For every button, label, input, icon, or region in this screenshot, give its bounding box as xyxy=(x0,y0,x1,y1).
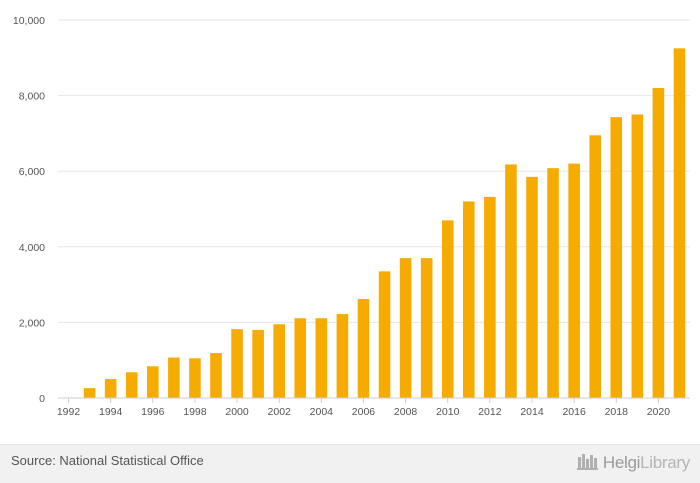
bar-2000 xyxy=(231,329,243,398)
helgi-library-logo-icon xyxy=(576,451,599,476)
x-tick-label: 2004 xyxy=(310,406,334,418)
brand-name-light: Library xyxy=(640,453,690,472)
bar-1996 xyxy=(147,366,159,398)
x-tick-label: 1994 xyxy=(99,406,123,418)
bar-2003 xyxy=(294,318,307,398)
x-tick-label: 2012 xyxy=(478,406,502,418)
y-tick-label: 8,000 xyxy=(19,91,45,103)
x-axis-ticks: 1992 1994 1996 1998 2000 2002 2004 2006 2008 2010… xyxy=(57,398,670,418)
y-tick-label: 2,000 xyxy=(19,317,45,329)
y-tick-label: 6,000 xyxy=(19,166,45,178)
bar-1993 xyxy=(83,388,96,398)
y-tick-label: 10,000 xyxy=(13,15,45,27)
brand-name-bold: Helgi xyxy=(602,453,641,472)
bar-1999 xyxy=(210,353,222,398)
x-tick-label: 2020 xyxy=(647,406,671,418)
source-label: Source: National Statistical Office xyxy=(11,453,204,468)
brand-name: HelgiLibrary xyxy=(603,453,690,473)
bar-2020 xyxy=(652,88,665,398)
bar-1995 xyxy=(125,372,138,398)
x-tick-label: 2014 xyxy=(520,406,544,418)
bar-2010 xyxy=(441,220,454,398)
x-tick-label: 2010 xyxy=(436,406,460,418)
bar-2014 xyxy=(526,176,538,398)
x-tick-label: 2008 xyxy=(394,406,418,418)
bar-2008 xyxy=(399,258,412,398)
x-tick-label: 2016 xyxy=(562,406,586,418)
bar-2007 xyxy=(378,271,391,398)
x-tick-label: 1996 xyxy=(141,406,165,418)
bar-2015 xyxy=(547,168,559,398)
x-tick-label: 1998 xyxy=(183,406,207,418)
y-axis-ticks: 0 2,000 4,000 6,000 8,000 10,000 xyxy=(13,15,45,405)
y-tick-label: 0 xyxy=(39,393,45,405)
bar-2005 xyxy=(336,314,349,398)
bar-2012 xyxy=(484,196,496,398)
bar-1998 xyxy=(189,358,201,398)
x-tick-label: 2002 xyxy=(268,406,292,418)
bar-2004 xyxy=(315,318,328,398)
bar-2019 xyxy=(631,114,644,398)
x-tick-label: 2018 xyxy=(605,406,629,418)
bar-2016 xyxy=(568,163,580,398)
bar-2002 xyxy=(273,324,285,398)
x-tick-label: 2006 xyxy=(352,406,376,418)
bar-2009 xyxy=(420,258,433,398)
bar-2001 xyxy=(252,329,264,398)
bar-2021 xyxy=(673,48,686,398)
brand-logo[interactable]: HelgiLibrary xyxy=(576,450,690,476)
bar-2013 xyxy=(505,164,517,398)
bar-1997 xyxy=(168,357,180,398)
bar-2011 xyxy=(463,201,475,398)
bar-2018 xyxy=(610,117,623,399)
bar-2017 xyxy=(589,135,601,399)
x-tick-label: 2000 xyxy=(225,406,249,418)
grid-lines xyxy=(58,19,690,323)
bar-chart: 0 2,000 4,000 6,000 8,000 10,000 1992 1994 1996… xyxy=(13,15,690,418)
chart-footer: Source: National Statistical Office Helg… xyxy=(0,444,700,483)
bar-1994 xyxy=(104,379,117,398)
bars xyxy=(83,48,686,399)
y-tick-label: 4,000 xyxy=(19,242,45,254)
bar-2006 xyxy=(357,298,370,398)
x-tick-label: 1992 xyxy=(57,406,81,418)
